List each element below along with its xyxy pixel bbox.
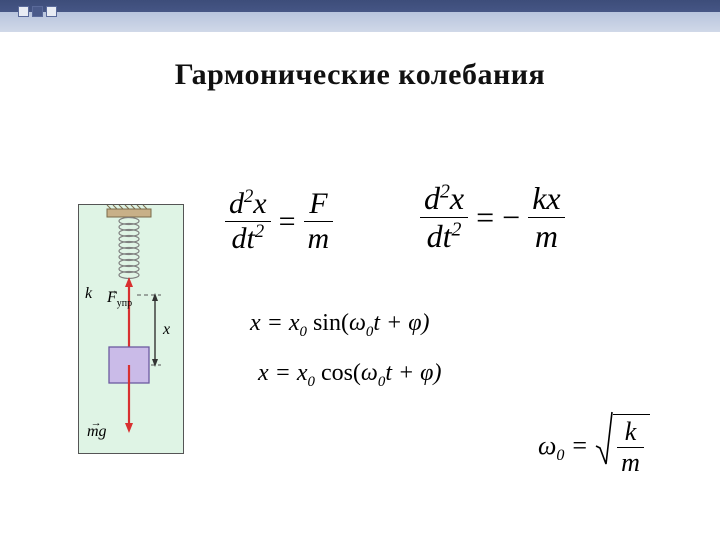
- square-icon: [32, 6, 43, 17]
- label-x: x: [163, 321, 170, 339]
- equation-hooke: d2x dt2 = − kx m: [420, 180, 565, 255]
- slide-header-band: [0, 0, 720, 32]
- band-light: [0, 12, 720, 32]
- equation-cos: x = x0 cos(ω0t + φ): [258, 360, 441, 387]
- header-squares: [18, 6, 57, 17]
- label-k: k: [85, 285, 92, 303]
- label-f-spring: F→упр: [107, 289, 132, 307]
- square-icon: [18, 6, 29, 17]
- equation-newton: d2x dt2 = F m: [225, 187, 333, 256]
- square-icon: [46, 6, 57, 17]
- slide-title: Гармонические колебания: [0, 58, 720, 92]
- equation-sin: x = x0 sin(ω0t + φ): [250, 310, 429, 337]
- content-area: k F→упр x mg→ d2x dt2 = F m d2x dt2: [0, 92, 720, 532]
- equation-omega0: ω0 = k m: [538, 414, 650, 478]
- spring-mass-diagram: k F→упр x mg→: [78, 204, 184, 454]
- label-mg: mg→: [87, 423, 107, 441]
